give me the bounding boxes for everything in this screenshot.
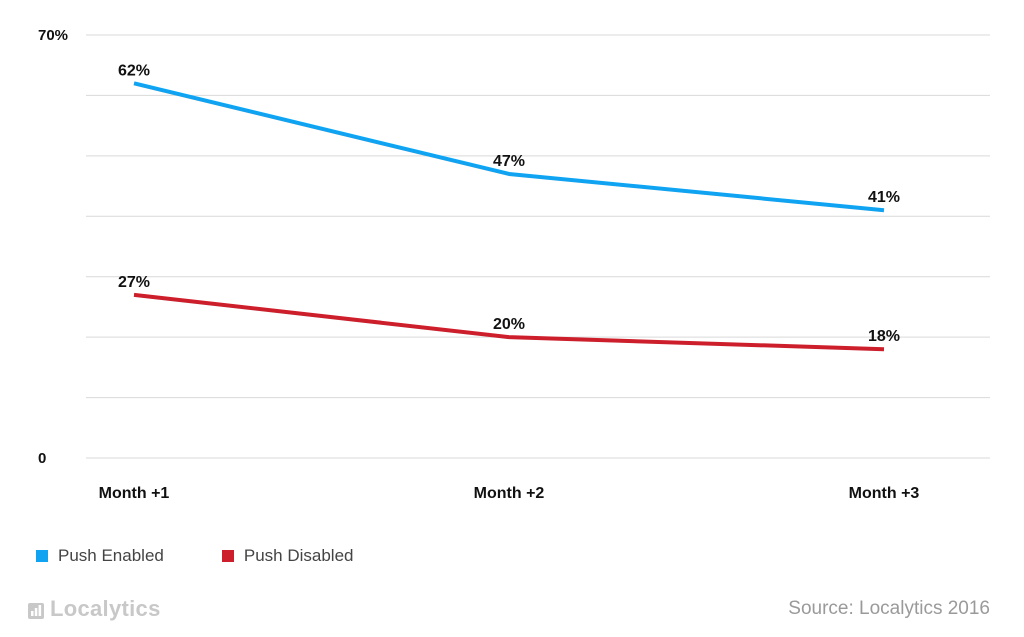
x-category-label: Month +1 — [99, 485, 170, 502]
bar-chart-icon — [28, 603, 44, 619]
source-note: Source: Localytics 2016 — [788, 598, 990, 619]
legend-label-push-enabled: Push Enabled — [58, 546, 164, 565]
data-label: 62% — [118, 62, 150, 79]
series-line-0 — [133, 81, 885, 213]
data-label: 47% — [493, 153, 525, 170]
logo-text: Localytics — [50, 596, 161, 621]
line-chart: 70% 0 62% 47% 41% 27% 20% 18% Month +1 Month +2… — [38, 27, 990, 502]
x-category-label: Month +2 — [474, 485, 545, 502]
legend-item-push-enabled: Push Enabled — [36, 546, 164, 566]
legend-label-push-disabled: Push Disabled — [243, 546, 354, 565]
x-category-label: Month +3 — [849, 485, 920, 502]
y-tick-label: 0 — [38, 450, 46, 467]
y-axis-ticks: 70% 0 — [38, 27, 68, 467]
legend-item-push-disabled: Push Disabled — [221, 546, 354, 566]
data-label: 18% — [868, 328, 900, 345]
data-label: 27% — [118, 274, 150, 291]
data-label: 41% — [868, 189, 900, 206]
localytics-logo: Localytics — [28, 596, 161, 622]
y-tick-label: 70% — [38, 27, 68, 44]
legend-swatch-push-disabled — [221, 550, 234, 562]
data-label: 20% — [493, 316, 525, 333]
x-axis-labels: Month +1 Month +2 Month +3 — [99, 485, 920, 502]
data-labels: 62% 47% 41% 27% 20% 18% — [118, 62, 900, 345]
legend-swatch-push-enabled — [36, 550, 48, 562]
series-lines — [133, 81, 885, 352]
gridlines — [86, 34, 990, 459]
series-line-1 — [133, 292, 885, 352]
legend: Push Enabled Push Disabled — [36, 546, 412, 566]
